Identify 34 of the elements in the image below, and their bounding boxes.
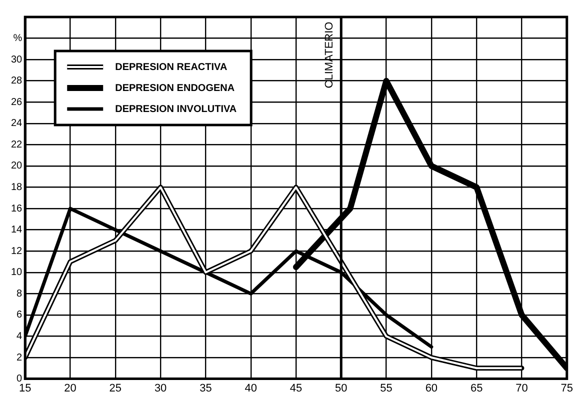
x-tick-label: 65 [470, 382, 483, 394]
y-tick-label: 20 [11, 160, 23, 172]
x-tick-label: 20 [64, 382, 76, 394]
y-tick-label: 26 [11, 96, 23, 108]
x-tick-label: 30 [154, 382, 167, 394]
x-tick-label: 15 [19, 382, 32, 394]
y-tick-label: 30 [11, 54, 23, 66]
y-tick-label: 4 [16, 330, 23, 342]
x-tick-label: 25 [109, 382, 122, 394]
x-tick-label: 60 [425, 382, 438, 394]
y-tick-label: 24 [11, 118, 23, 130]
y-tick-label: 8 [16, 288, 23, 300]
legend-label: DEPRESION REACTIVA [115, 62, 228, 73]
x-tick-label: 55 [380, 382, 392, 394]
x-tick-label: 50 [335, 382, 348, 394]
y-tick-label: 2 [16, 352, 23, 364]
y-tick-label: 6 [16, 310, 23, 321]
x-tick-label: 40 [244, 382, 257, 394]
y-tick-label: 28 [11, 76, 23, 87]
x-tick-label: 75 [560, 382, 574, 394]
x-tick-label: 70 [516, 382, 528, 394]
x-tick-label: 35 [200, 382, 212, 394]
ref-line-label: CLIMATERIO [324, 21, 336, 88]
y-tick-label: 12 [11, 246, 23, 257]
y-tick-label: 22 [11, 139, 23, 150]
x-tick-label: 45 [290, 382, 302, 394]
legend-label: DEPRESION ENDOGENA [115, 82, 235, 94]
legend-label: DEPRESION INVOLUTIVA [115, 104, 237, 115]
y-tick-label: 0 [16, 374, 23, 385]
y-tick-label: 14 [11, 224, 23, 236]
y-tick-label: 18 [11, 182, 23, 194]
y-tick-label: 16 [11, 203, 23, 214]
y-tick-label: 10 [11, 267, 23, 278]
y-tick-label: % [13, 33, 22, 44]
